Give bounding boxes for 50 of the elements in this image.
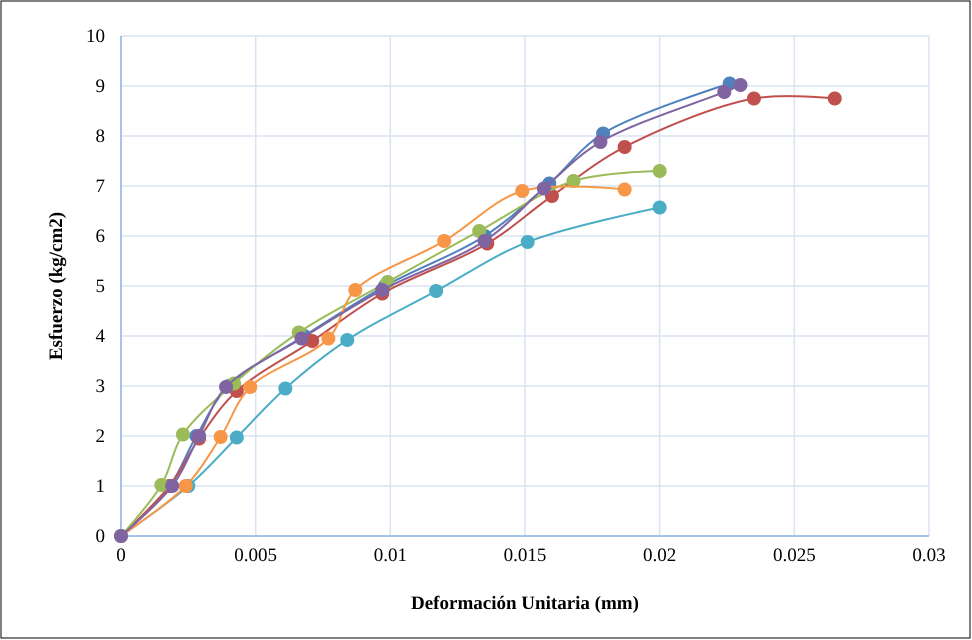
x-tick-label: 0.005 [234, 545, 278, 566]
x-tick-label: 0.03 [912, 545, 946, 566]
point [652, 164, 667, 178]
x-tick-label: 0.01 [374, 545, 407, 566]
y-tick-label: 5 [96, 276, 105, 297]
point [214, 430, 228, 444]
point [178, 479, 193, 493]
point [219, 380, 234, 394]
point [746, 92, 761, 106]
point [652, 200, 667, 214]
y-tick-label: 8 [96, 126, 105, 147]
point [192, 429, 206, 443]
point [733, 78, 748, 92]
y-tick-label: 9 [96, 76, 105, 97]
x-tick-label: 0.02 [643, 545, 676, 566]
point [520, 235, 535, 249]
point [165, 479, 180, 493]
point [515, 184, 530, 198]
point [278, 382, 292, 396]
point [536, 182, 551, 196]
point [321, 332, 336, 346]
y-tick-label: 0 [96, 526, 105, 547]
point [828, 92, 842, 106]
y-tick-label: 2 [96, 426, 105, 447]
point [375, 283, 390, 297]
point [294, 332, 308, 346]
point [340, 333, 354, 347]
y-tick-label: 6 [96, 226, 105, 247]
x-axis-title: Deformación Unitaria (mm) [411, 593, 639, 614]
point [243, 380, 258, 394]
point [472, 224, 486, 238]
point [437, 234, 452, 248]
y-tick-label: 4 [96, 326, 106, 347]
point [478, 234, 492, 248]
point [348, 283, 362, 297]
y-tick-label: 1 [96, 476, 105, 497]
point [176, 428, 190, 442]
point [593, 135, 608, 149]
point [618, 140, 632, 154]
y-tick-label: 3 [96, 376, 105, 397]
x-tick-label: 0.015 [504, 545, 546, 566]
y-axis-title: Esfuerzo (kg/cm2) [46, 212, 67, 360]
y-tick-label: 10 [86, 26, 105, 47]
x-tick-label: 0.025 [772, 545, 816, 566]
point [429, 284, 444, 298]
point [618, 182, 632, 196]
point [717, 85, 732, 99]
y-tick-label: 7 [96, 176, 105, 197]
point [230, 430, 244, 444]
x-tick-label: 0 [116, 545, 126, 566]
